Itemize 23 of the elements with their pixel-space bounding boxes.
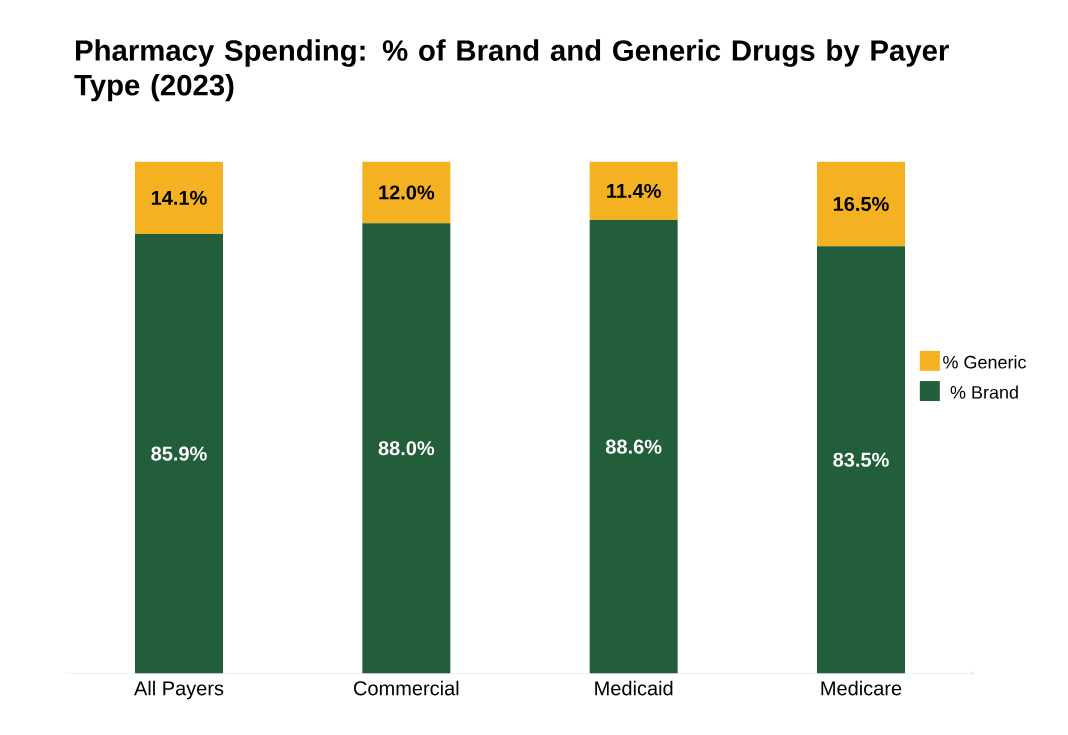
data-label: 16.5% (833, 197, 889, 212)
data-label: 12.0% (379, 185, 435, 200)
bar (362, 161, 451, 224)
x-tick-label: All Payers (134, 680, 224, 700)
data-label: 14.1% (151, 190, 207, 206)
chart-title: Pharmacy Spending: % of Brand and Generic Drugs by Payer Type (2023) (74, 39, 949, 102)
bar (589, 161, 678, 221)
data-label: 83.5% (833, 452, 889, 468)
legend-label: % Generic (943, 355, 1027, 369)
legend-label: % Brand (950, 385, 1018, 399)
x-tick-label: Commercial (354, 680, 459, 696)
bar (135, 234, 223, 674)
bar (362, 223, 451, 674)
bar (817, 246, 905, 674)
bar (589, 220, 678, 674)
data-label: 88.6% (605, 439, 662, 454)
x-tick-label: Medicare (821, 680, 902, 696)
data-label: 85.9% (151, 446, 207, 461)
x-tick-label: Medicaid (595, 680, 673, 696)
bar (135, 161, 223, 235)
bar (817, 161, 905, 247)
data-label: 11.4% (607, 184, 661, 199)
data-label: 88.0% (378, 441, 435, 456)
